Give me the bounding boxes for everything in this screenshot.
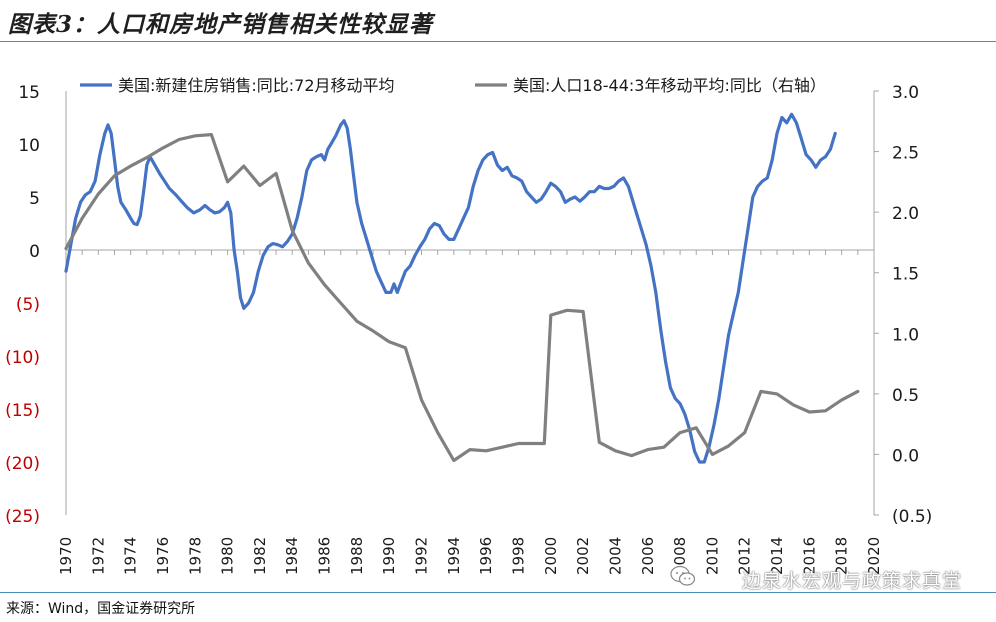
y-left-tick-label: 0 bbox=[29, 242, 40, 262]
legend-item-home-sales-label: 美国:新建住房销售:同比:72月移动平均 bbox=[118, 76, 395, 95]
x-tick-label: 2004 bbox=[606, 537, 624, 575]
y-left-tick-label: (10) bbox=[5, 348, 40, 368]
x-tick-label: 1984 bbox=[283, 537, 301, 575]
x-tick-label: 1972 bbox=[89, 537, 107, 575]
y-right-tick-label: (0.5) bbox=[892, 507, 932, 527]
x-tick-label: 2016 bbox=[800, 537, 818, 575]
x-tick-label: 2014 bbox=[768, 537, 786, 575]
x-tick-label: 1976 bbox=[154, 537, 172, 575]
x-tick-label: 2012 bbox=[736, 537, 754, 575]
x-tick-label: 2018 bbox=[833, 537, 851, 575]
y-right-tick-label: 1.0 bbox=[892, 325, 919, 345]
y-right-tick-label: 2.0 bbox=[892, 204, 919, 224]
x-tick-label: 1986 bbox=[316, 537, 334, 575]
x-tick-label: 1994 bbox=[445, 537, 463, 575]
x-tick-label: 1970 bbox=[57, 537, 75, 575]
footer-divider bbox=[0, 592, 996, 593]
x-tick-label: 2010 bbox=[703, 537, 721, 575]
y-left-tick-label: 5 bbox=[29, 189, 40, 209]
watermark-text: 边泉水宏观与政策求真堂 bbox=[741, 570, 962, 592]
x-tick-label: 2006 bbox=[639, 537, 657, 575]
y-right-tick-label: 0.5 bbox=[892, 386, 919, 406]
y-left-tick-label: (20) bbox=[5, 454, 40, 474]
chart-axes: 15 10 5 0 (5) (10) (15) (20) (25) 3.0 2.5 2.0 1.5 1.0… bbox=[5, 83, 932, 575]
x-tick-label: 2008 bbox=[671, 537, 689, 575]
x-tick-label: 1992 bbox=[413, 537, 431, 575]
y-right-tick-label: 0.0 bbox=[892, 446, 919, 466]
series-line-home-sales bbox=[64, 112, 837, 464]
y-right-tick-label: 2.5 bbox=[892, 144, 919, 164]
y-left-tick-label: 10 bbox=[18, 136, 40, 156]
x-tick-label: 1998 bbox=[509, 537, 527, 575]
title-divider bbox=[0, 41, 996, 42]
y-left-tick-label: (25) bbox=[5, 507, 40, 527]
y-left-tick-label: 15 bbox=[18, 83, 40, 103]
figure-title: 图表3：人口和房地产销售相关性较显著 bbox=[8, 11, 434, 38]
chart-legend: 美国:新建住房销售:同比:72月移动平均 美国:人口18-44:3年移动平均:同比… bbox=[80, 76, 826, 95]
x-tick-label: 1974 bbox=[122, 537, 140, 575]
y-left-tick-label: (15) bbox=[5, 401, 40, 421]
y-right-tick-label: 3.0 bbox=[892, 83, 919, 103]
x-tick-label: 1982 bbox=[251, 537, 269, 575]
x-tick-label: 1980 bbox=[219, 537, 237, 575]
x-tick-label: 2002 bbox=[574, 537, 592, 575]
chart-area: 15 10 5 0 (5) (10) (15) (20) (25) 3.0 2.5 2.0 1.5 1.0… bbox=[5, 76, 932, 575]
y-left-tick-label: (5) bbox=[16, 295, 40, 315]
series-line-population bbox=[64, 133, 860, 463]
x-tick-label: 1996 bbox=[477, 537, 495, 575]
x-tick-label: 1988 bbox=[348, 537, 366, 575]
x-tick-label: 1990 bbox=[380, 537, 398, 575]
chart-lines bbox=[64, 112, 860, 464]
x-tick-label: 1978 bbox=[186, 537, 204, 575]
y-right-tick-label: 1.5 bbox=[892, 265, 919, 285]
wechat-icon bbox=[670, 565, 696, 586]
x-tick-label: 2000 bbox=[542, 537, 560, 575]
source-note: 来源：Wind，国金证券研究所 bbox=[6, 601, 196, 617]
legend-item-population-label: 美国:人口18-44:3年移动平均:同比（右轴） bbox=[513, 76, 826, 95]
x-tick-label: 2020 bbox=[865, 537, 883, 575]
